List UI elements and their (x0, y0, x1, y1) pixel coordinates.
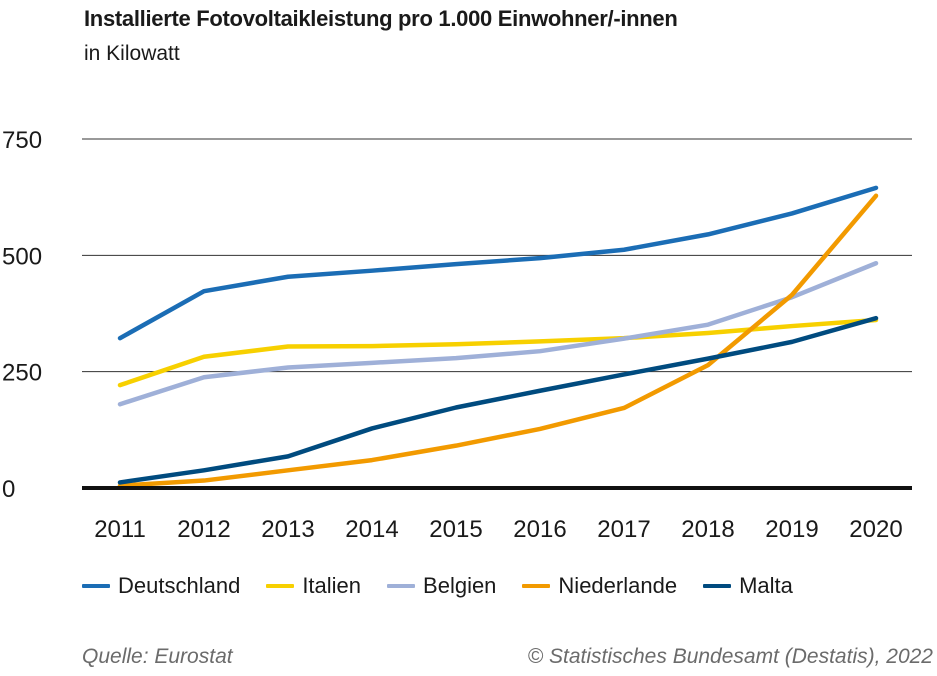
legend-label: Malta (739, 573, 793, 598)
x-tick-label: 2018 (681, 516, 734, 543)
chart-subtitle: in Kilowatt (84, 42, 180, 65)
copyright-note: © Statistisches Bundesamt (Destatis), 20… (527, 645, 933, 668)
x-tick-label: 2017 (597, 516, 650, 543)
legend-swatch (266, 584, 295, 588)
series-line-deutschland (117, 185, 879, 341)
legend-item-deutschland: Deutschland (82, 573, 240, 599)
series-line-malta (117, 315, 879, 485)
y-tick-label: 0 (2, 476, 15, 503)
legend-label: Belgien (423, 573, 497, 598)
x-tick-label: 2014 (345, 516, 398, 543)
x-tick-label: 2020 (849, 516, 902, 543)
y-tick-label: 250 (2, 360, 42, 387)
legend-swatch (387, 584, 416, 588)
legend-item-italien: Italien (266, 573, 361, 599)
chart-title: Installierte Fotovoltaikleistung pro 1.0… (84, 6, 678, 31)
legend-item-malta: Malta (703, 573, 793, 599)
legend-swatch (522, 584, 551, 588)
source-note: Quelle: Eurostat (82, 645, 233, 668)
x-tick-label: 2016 (513, 516, 566, 543)
legend-swatch (703, 584, 732, 588)
legend-item-belgien: Belgien (387, 573, 496, 599)
y-tick-label: 750 (2, 127, 42, 154)
legend-label: Deutschland (118, 573, 241, 598)
series-line-belgien (117, 260, 879, 407)
legend-label: Italien (302, 573, 362, 598)
x-tick-label: 2012 (177, 516, 230, 543)
x-tick-label: 2013 (261, 516, 314, 543)
chart-legend: Deutschland Italien Belgien Niederlande Malt… (82, 573, 819, 599)
legend-swatch (82, 584, 110, 588)
y-tick-label: 500 (2, 243, 42, 270)
series-line-niederlande (117, 193, 879, 488)
x-tick-label: 2011 (94, 516, 146, 543)
legend-item-niederlande: Niederlande (522, 573, 677, 599)
x-tick-label: 2019 (765, 516, 818, 543)
legend-label: Niederlande (558, 573, 678, 598)
x-tick-label: 2015 (429, 516, 482, 543)
